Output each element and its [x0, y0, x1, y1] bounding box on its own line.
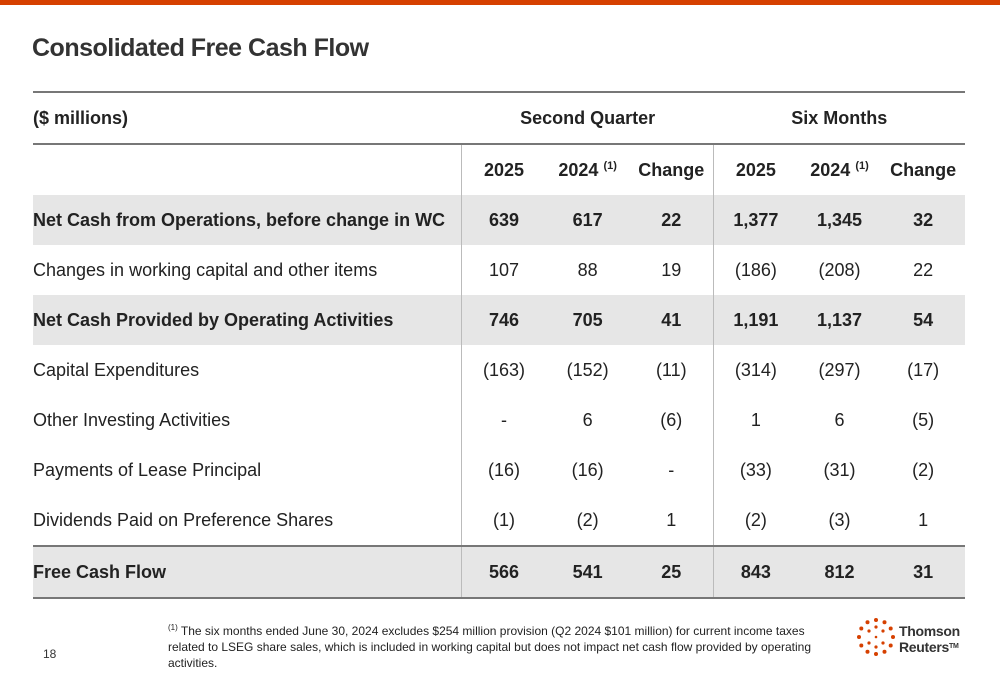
row-label: Changes in working capital and other ite… — [33, 259, 378, 280]
group-header-six-months: Six Months — [713, 91, 965, 145]
logo-wordmark: Thomson ReutersTM — [899, 623, 960, 655]
cell-value: (31) — [823, 459, 856, 480]
col-header-6m-2025: 2025 — [713, 144, 798, 195]
cell-value: (2) — [713, 495, 798, 546]
cell-value: 566 — [461, 545, 546, 599]
table-row: Other Investing Activities - 6 (6) 1 6 (… — [33, 395, 965, 445]
row-label: Dividends Paid on Preference Shares — [33, 509, 334, 530]
cell-value: (297) — [818, 359, 861, 380]
header-blank — [33, 144, 462, 195]
cell-value: (2) — [576, 509, 599, 530]
cell-value: 1,191 — [713, 295, 798, 345]
thomson-reuters-dots-logo-icon — [857, 618, 895, 656]
table-row-total: Free Cash Flow 566 541 25 843 812 31 — [33, 545, 965, 599]
cell-value: 6 — [834, 409, 845, 430]
cell-value: 88 — [577, 259, 598, 280]
footnote-ref: (1) — [603, 159, 617, 172]
cell-value: (6) — [660, 409, 683, 430]
cell-value: (208) — [818, 259, 861, 280]
col-header-q2-2024: 2024 (1) — [558, 159, 617, 180]
table-header-groups: ($ millions) Second Quarter Six Months — [33, 91, 965, 145]
cell-value: 1 — [666, 509, 677, 530]
cell-value: (11) — [655, 359, 687, 380]
top-accent-bar — [0, 0, 1000, 5]
cell-value: 32 — [881, 195, 965, 245]
row-label: Capital Expenditures — [33, 359, 200, 380]
free-cash-flow-table: ($ millions) Second Quarter Six Months 2… — [33, 91, 965, 599]
cell-value: 1,137 — [797, 295, 882, 345]
col-header-6m-2024: 2024 (1) — [810, 159, 869, 180]
cell-value: 6 — [582, 409, 593, 430]
table-row: Payments of Lease Principal (16) (16) - … — [33, 445, 965, 495]
table-row: Net Cash Provided by Operating Activitie… — [33, 295, 965, 345]
cell-value: 22 — [629, 195, 714, 245]
col-header-q2-2025: 2025 — [461, 144, 546, 195]
cell-value: (5) — [912, 409, 935, 430]
cell-value: 843 — [713, 545, 798, 599]
footnote: (1) The six months ended June 30, 2024 e… — [168, 620, 818, 671]
cell-value: (3) — [828, 509, 851, 530]
unit-label: ($ millions) — [33, 91, 462, 145]
footnote-marker: (1) — [168, 623, 178, 632]
cell-value: 19 — [661, 259, 682, 280]
cell-value: (152) — [566, 359, 609, 380]
cell-value: 1 — [918, 509, 929, 530]
cell-value: (314) — [713, 345, 798, 395]
cell-value: (33) — [713, 445, 798, 495]
cell-value: (16) — [461, 445, 546, 495]
cell-value: (163) — [461, 345, 546, 395]
cell-value: 31 — [881, 545, 965, 599]
table-header-columns: 2025 2024 (1) Change 2025 2024 (1) Chang… — [33, 144, 965, 195]
footnote-text: The six months ended June 30, 2024 exclu… — [168, 624, 812, 670]
cell-value: (16) — [571, 459, 604, 480]
footnote-ref: (1) — [855, 159, 869, 172]
col-header-6m-change: Change — [890, 159, 957, 180]
table-row: Net Cash from Operations, before change … — [33, 195, 965, 245]
page-number: 18 — [43, 647, 57, 661]
logo-line-1: Thomson — [899, 623, 960, 639]
row-label: Net Cash Provided by Operating Activitie… — [33, 295, 462, 345]
row-label: Free Cash Flow — [33, 545, 462, 599]
cell-value: 746 — [461, 295, 546, 345]
cell-value: 617 — [545, 195, 630, 245]
cell-value: 41 — [629, 295, 714, 345]
cell-value: - — [461, 395, 546, 445]
cell-value: 705 — [545, 295, 630, 345]
group-header-second-quarter: Second Quarter — [461, 91, 714, 145]
table-row: Changes in working capital and other ite… — [33, 245, 965, 295]
cell-value: - — [668, 459, 675, 480]
col-header-q2-change: Change — [638, 159, 705, 180]
cell-value: 1 — [713, 395, 798, 445]
logo-line-2: ReutersTM — [899, 639, 959, 655]
cell-value: 1,377 — [713, 195, 798, 245]
cell-value: 25 — [629, 545, 714, 599]
cell-value: 107 — [461, 245, 546, 295]
cell-value: 639 — [461, 195, 546, 245]
cell-value: (1) — [461, 495, 546, 546]
page-title: Consolidated Free Cash Flow — [32, 34, 369, 62]
cell-value: 541 — [545, 545, 630, 599]
cell-value: 812 — [797, 545, 882, 599]
cell-value: (17) — [907, 359, 940, 380]
cell-value: (186) — [713, 245, 798, 295]
cell-value: 22 — [913, 259, 934, 280]
row-label: Other Investing Activities — [33, 409, 231, 430]
cell-value: (2) — [912, 459, 935, 480]
table-row: Dividends Paid on Preference Shares (1) … — [33, 495, 965, 546]
thomson-reuters-logo: Thomson ReutersTM — [856, 615, 968, 665]
cell-value: 54 — [881, 295, 965, 345]
cell-value: 1,345 — [797, 195, 882, 245]
row-label: Net Cash from Operations, before change … — [33, 195, 462, 245]
row-label: Payments of Lease Principal — [33, 459, 262, 480]
table-row: Capital Expenditures (163) (152) (11) (3… — [33, 345, 965, 395]
trademark: TM — [949, 643, 959, 650]
